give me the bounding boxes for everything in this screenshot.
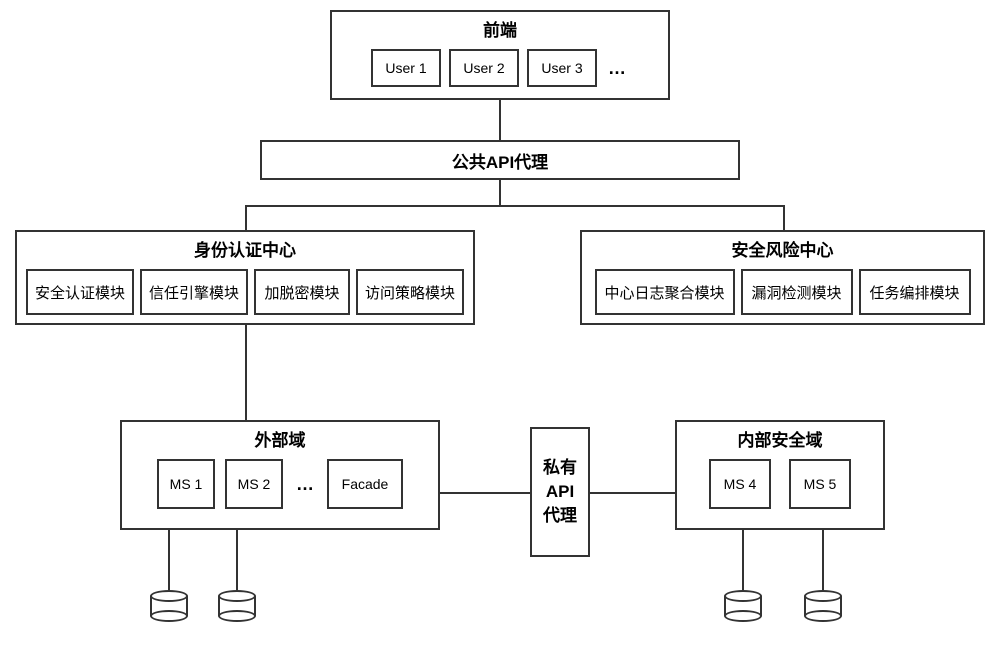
internal-domain-box: 内部安全域 MS 4 MS 5	[675, 420, 885, 530]
external-domain-box: 外部域 MS 1 MS 2 … Facade	[120, 420, 440, 530]
risk-module: 漏洞检测模块	[741, 269, 853, 315]
connector	[742, 530, 744, 590]
facade-box: Facade	[327, 459, 403, 509]
risk-module: 任务编排模块	[859, 269, 971, 315]
ms-box: MS 1	[157, 459, 215, 509]
frontend-box: 前端 User 1 User 2 User 3 …	[330, 10, 670, 100]
private-api-proxy-box: 私有 API 代理	[530, 427, 590, 557]
database-icon	[804, 590, 842, 622]
database-icon	[724, 590, 762, 622]
internal-domain-title: 内部安全域	[677, 422, 883, 455]
ms-box: MS 5	[789, 459, 851, 509]
identity-module: 访问策略模块	[356, 269, 464, 315]
connector	[499, 100, 501, 140]
database-icon	[218, 590, 256, 622]
frontend-user-row: User 1 User 2 User 3 …	[332, 45, 668, 95]
user-box: User 1	[371, 49, 441, 87]
private-api-proxy-label: 私有 API 代理	[543, 456, 577, 527]
risk-center-title: 安全风险中心	[582, 232, 983, 265]
public-api-proxy-box: 公共API代理	[260, 140, 740, 180]
risk-module: 中心日志聚合模块	[595, 269, 735, 315]
database-icon	[150, 590, 188, 622]
connector	[245, 205, 785, 207]
ellipsis: …	[605, 49, 629, 87]
connector	[822, 530, 824, 590]
identity-module: 加脱密模块	[254, 269, 350, 315]
identity-module: 安全认证模块	[26, 269, 134, 315]
risk-center-box: 安全风险中心 中心日志聚合模块 漏洞检测模块 任务编排模块	[580, 230, 985, 325]
risk-modules-row: 中心日志聚合模块 漏洞检测模块 任务编排模块	[582, 265, 983, 321]
external-domain-title: 外部域	[122, 422, 438, 455]
connector	[440, 492, 530, 494]
user-box: User 2	[449, 49, 519, 87]
frontend-title: 前端	[332, 12, 668, 45]
internal-services-row: MS 4 MS 5	[677, 455, 883, 517]
ms-box: MS 2	[225, 459, 283, 509]
connector	[783, 205, 785, 230]
user-box: User 3	[527, 49, 597, 87]
external-services-row: MS 1 MS 2 … Facade	[122, 455, 438, 517]
identity-center-title: 身份认证中心	[17, 232, 473, 265]
connector	[499, 180, 501, 205]
identity-modules-row: 安全认证模块 信任引擎模块 加脱密模块 访问策略模块	[17, 265, 473, 321]
connector	[590, 492, 675, 494]
connector	[236, 530, 238, 590]
ms-box: MS 4	[709, 459, 771, 509]
connector	[245, 325, 247, 420]
connector	[245, 205, 247, 230]
connector	[168, 530, 170, 590]
ellipsis: …	[293, 459, 317, 509]
public-api-proxy-label: 公共API代理	[262, 142, 738, 177]
identity-module: 信任引擎模块	[140, 269, 248, 315]
identity-center-box: 身份认证中心 安全认证模块 信任引擎模块 加脱密模块 访问策略模块	[15, 230, 475, 325]
